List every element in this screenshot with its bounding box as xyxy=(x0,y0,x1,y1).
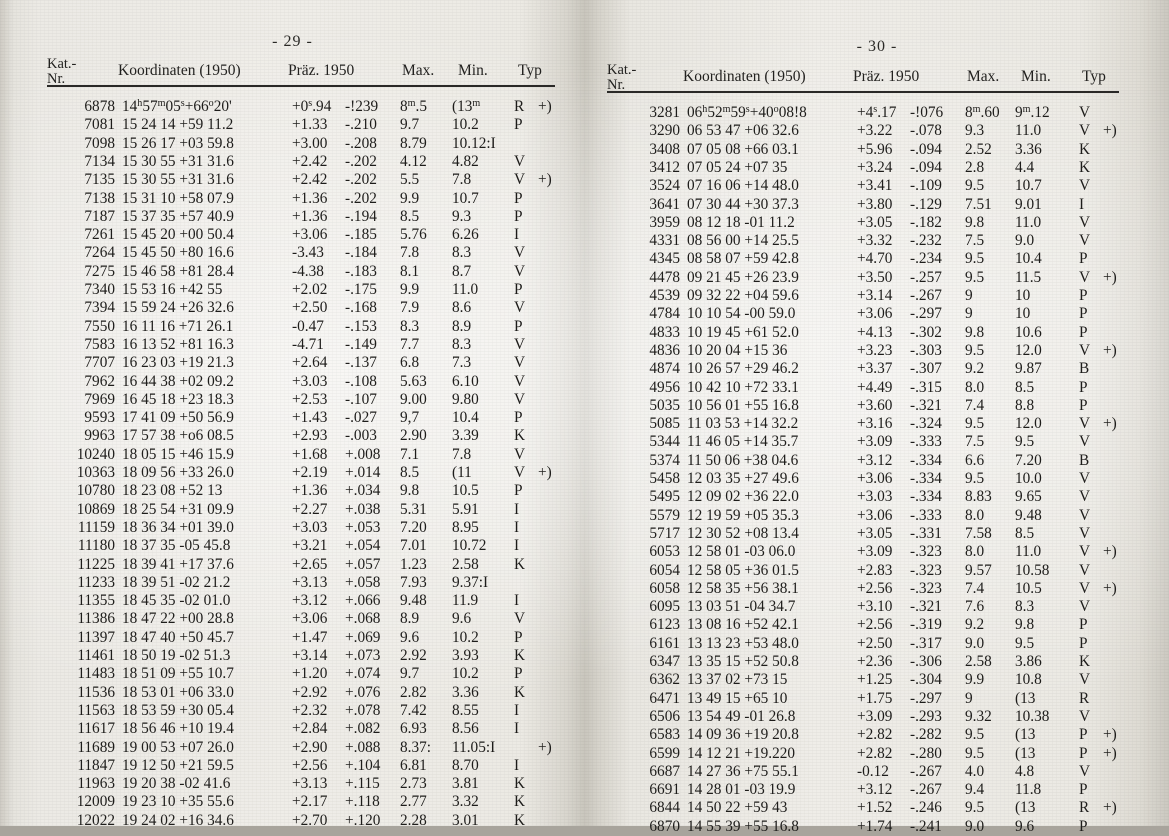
scan-grain-overlay xyxy=(0,0,1169,826)
scanned-book-spread: - 29 - Kat.- Nr. Koordinaten (1950) Präz… xyxy=(0,0,1169,826)
